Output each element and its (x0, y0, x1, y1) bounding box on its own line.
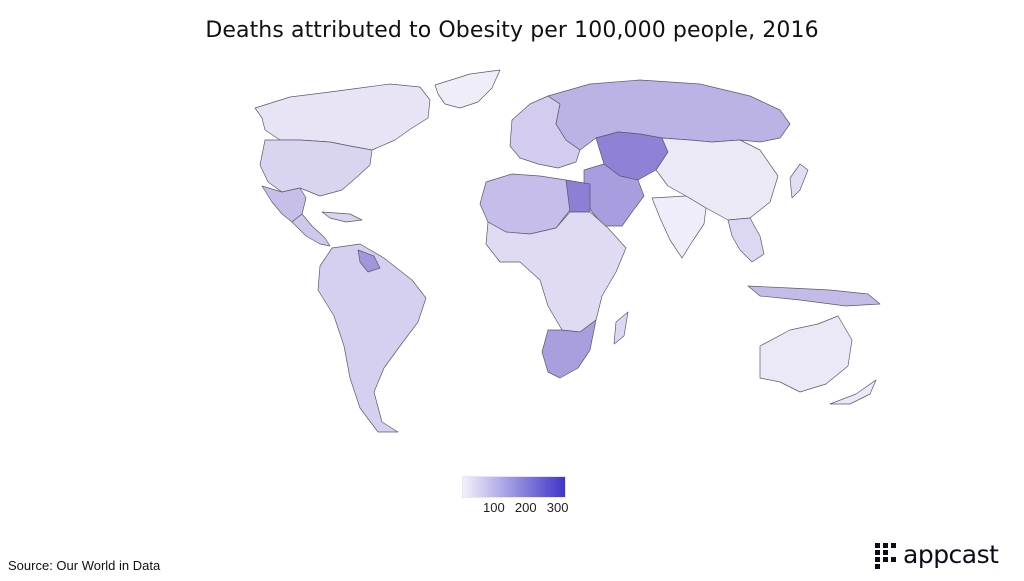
region-southern-africa[interactable] (541, 319, 597, 379)
region-new-zealand[interactable] (829, 379, 877, 405)
region-se-asia[interactable] (727, 217, 765, 263)
source-note: Source: Our World in Data (8, 558, 161, 573)
region-guyana[interactable] (357, 249, 381, 273)
region-greenland[interactable] (434, 69, 501, 109)
legend-tick-100: 100 (483, 500, 505, 515)
region-indonesia[interactable] (747, 285, 881, 307)
region-central-america[interactable] (291, 213, 331, 247)
legend-color-scale (462, 476, 566, 498)
appcast-logo-icon (875, 543, 896, 569)
brand-name: appcast (903, 540, 999, 569)
legend-ticks: 100 200 300 (462, 500, 572, 518)
world-choropleth-map (254, 69, 881, 433)
region-south-america[interactable] (317, 243, 427, 433)
region-japan[interactable] (789, 163, 809, 199)
region-australia[interactable] (759, 315, 853, 393)
region-central-africa[interactable] (485, 211, 627, 333)
region-egypt[interactable] (565, 179, 591, 213)
legend-tick-300: 300 (546, 500, 569, 515)
region-caribbean[interactable] (321, 211, 363, 223)
map-title: Deaths attributed to Obesity per 100,000… (205, 18, 819, 43)
region-canada[interactable] (254, 83, 431, 151)
region-usa[interactable] (259, 139, 373, 197)
region-madagascar[interactable] (613, 311, 629, 345)
region-india[interactable] (651, 195, 707, 259)
legend-tick-200: 200 (514, 500, 537, 515)
brand-logo: appcast (875, 540, 1015, 574)
